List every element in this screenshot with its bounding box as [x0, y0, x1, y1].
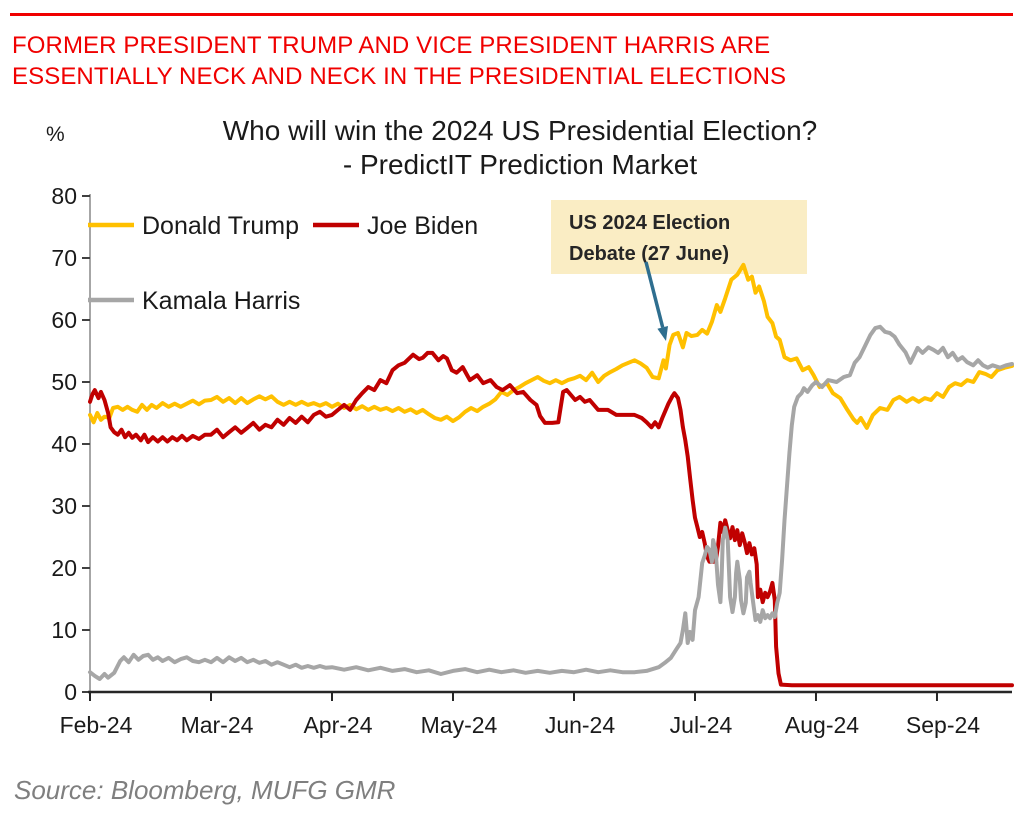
- y-tick-label: 60: [51, 307, 77, 333]
- x-tick-label: Mar-24: [181, 712, 254, 738]
- debate-annotation-arrow-shaft: [644, 261, 665, 328]
- debate-annotation-box: [551, 200, 807, 274]
- top-red-rule: [10, 13, 1013, 16]
- x-tick-label: Jul-24: [670, 712, 733, 738]
- series-line-donald-trump: [88, 262, 1014, 430]
- series-line-kamala-harris: [88, 324, 1014, 681]
- series-line-joe-biden: [88, 350, 1014, 688]
- legend-label: Joe Biden: [367, 212, 478, 240]
- y-tick-label: 70: [51, 245, 77, 271]
- y-tick-label: 30: [51, 493, 77, 519]
- y-tick-label: 10: [51, 617, 77, 643]
- chart-title-line-2: - PredictIT Prediction Market: [343, 149, 697, 180]
- source-note: Source: Bloomberg, MUFG GMR: [14, 775, 396, 805]
- headline-line-2: ESSENTIALLY NECK AND NECK IN THE PRESIDE…: [12, 63, 787, 90]
- y-tick-label: 20: [51, 555, 77, 581]
- x-tick-label: Feb-24: [60, 712, 133, 738]
- legend-label: Donald Trump: [142, 212, 299, 240]
- debate-annotation-arrow-head: [657, 326, 668, 341]
- y-tick-label: 0: [64, 679, 77, 705]
- headline-line-1: FORMER PRESIDENT TRUMP AND VICE PRESIDEN…: [12, 32, 771, 59]
- legend-label: Kamala Harris: [142, 287, 300, 315]
- y-tick-label: 80: [51, 183, 77, 209]
- x-tick-label: May-24: [421, 712, 498, 738]
- debate-annotation-line-1: US 2024 Election: [569, 212, 730, 234]
- x-tick-label: Aug-24: [785, 712, 859, 738]
- y-axis-unit-label: %: [46, 123, 65, 146]
- chart-title-line-1: Who will win the 2024 US Presidential El…: [223, 115, 818, 146]
- y-tick-label: 40: [51, 431, 77, 457]
- x-tick-label: Apr-24: [303, 712, 372, 738]
- legend-item-kamala-harris: Kamala Harris: [88, 287, 300, 315]
- x-tick-label: Sep-24: [906, 712, 980, 738]
- y-tick-label: 50: [51, 369, 77, 395]
- x-tick-label: Jun-24: [545, 712, 616, 738]
- headline: FORMER PRESIDENT TRUMP AND VICE PRESIDEN…: [12, 30, 786, 92]
- legend-item-joe-biden: Joe Biden: [313, 212, 478, 240]
- debate-annotation-line-2: Debate (27 June): [569, 243, 729, 265]
- legend-item-donald-trump: Donald Trump: [88, 212, 299, 240]
